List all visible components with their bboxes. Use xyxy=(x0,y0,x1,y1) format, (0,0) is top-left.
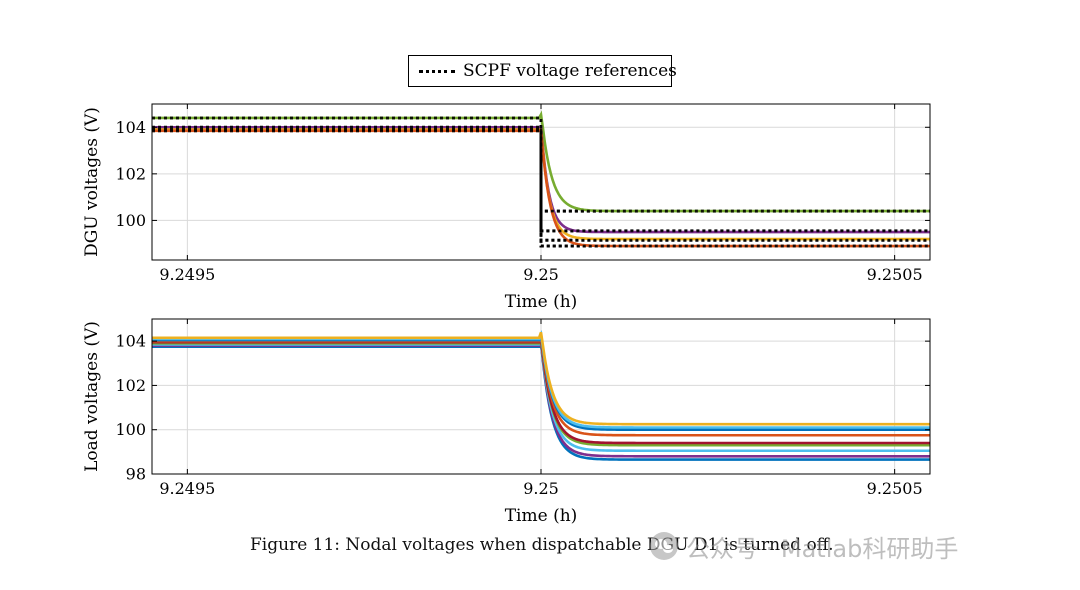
series-line-9 xyxy=(152,331,930,426)
legend-dotted-line-swatch xyxy=(419,70,455,73)
scpf-reference-line-overlay-4 xyxy=(152,129,930,248)
y-tick-label: 98 xyxy=(126,465,146,484)
series-group xyxy=(152,329,930,461)
y-tick-label: 100 xyxy=(115,420,146,439)
x-tick-label: 9.2495 xyxy=(159,479,215,498)
x-tick-label: 9.25 xyxy=(523,265,559,284)
y-axis-label: DGU voltages (V) xyxy=(82,107,102,257)
scpf-reference-line-overlay-1 xyxy=(152,116,930,213)
x-tick-label: 9.2495 xyxy=(159,265,215,284)
y-axis-label: Load voltages (V) xyxy=(82,321,102,472)
y-tick-label: 100 xyxy=(115,211,146,230)
figure-caption: Figure 11: Nodal voltages when dispatcha… xyxy=(250,535,834,555)
series-line-1 xyxy=(152,110,930,213)
series-group xyxy=(152,110,930,248)
x-tick-label: 9.25 xyxy=(523,479,559,498)
legend-label: SCPF voltage references xyxy=(463,61,677,81)
legend: SCPF voltage references xyxy=(408,55,677,87)
y-tick-label: 104 xyxy=(115,118,146,137)
load-voltages-plot: 9.2495 9.25 9.2505 98 100 102 104 Time (h) Load … xyxy=(82,318,931,526)
x-axis-label: Time (h) xyxy=(505,506,578,526)
x-tick-label: 9.2505 xyxy=(867,265,923,284)
x-tick-label: 9.2505 xyxy=(867,479,923,498)
dgu-voltages-plot: 9.2495 9.25 9.2505 100 102 104 Time (h) DGU vol… xyxy=(82,103,931,312)
y-tick-label: 102 xyxy=(115,164,146,183)
x-axis-label: Time (h) xyxy=(505,292,578,312)
y-tick-label: 102 xyxy=(115,376,146,395)
y-tick-label: 104 xyxy=(115,332,146,351)
